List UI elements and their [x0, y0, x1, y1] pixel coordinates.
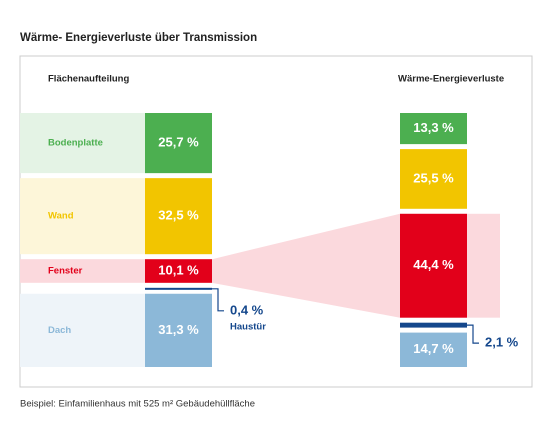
bar [400, 213, 467, 318]
category-band [20, 293, 145, 367]
bar [400, 322, 467, 328]
category-label: Haustür [230, 321, 266, 332]
category-label: Wand [48, 211, 74, 222]
series-header: Flächenaufteilung [48, 74, 129, 85]
value-label: 13,3 % [413, 120, 454, 135]
value-label: 32,5 % [158, 208, 199, 223]
bar [145, 259, 212, 283]
bracket [212, 288, 224, 312]
category-band [20, 178, 145, 255]
bar [400, 149, 467, 209]
series-header: Wärme-Energieverluste [398, 74, 504, 85]
value-label: 25,7 % [158, 135, 199, 150]
chart-title: Wärme- Energieverluste über Transmission [20, 32, 257, 44]
value-label: 2,1 % [485, 335, 519, 350]
bar [145, 287, 212, 290]
bar [400, 113, 467, 145]
value-label: 0,4 % [230, 302, 264, 317]
value-label: 10,1 % [158, 262, 199, 277]
category-band [20, 113, 145, 174]
category-label: Dach [48, 325, 71, 336]
flow-band [212, 213, 400, 318]
category-label: Bodenplatte [48, 138, 103, 149]
bracket [467, 324, 479, 344]
value-label: 31,3 % [158, 322, 199, 337]
value-label: 44,4 % [413, 257, 454, 272]
value-label: 25,5 % [413, 170, 454, 185]
bar [145, 113, 212, 174]
bar [400, 332, 467, 367]
bar [145, 178, 212, 255]
value-label: 14,7 % [413, 341, 454, 356]
footnote: Beispiel: Einfamilienhaus mit 525 m² Geb… [20, 399, 255, 410]
category-band [20, 259, 145, 283]
category-label: Fenster [48, 266, 83, 277]
bar [145, 293, 212, 367]
